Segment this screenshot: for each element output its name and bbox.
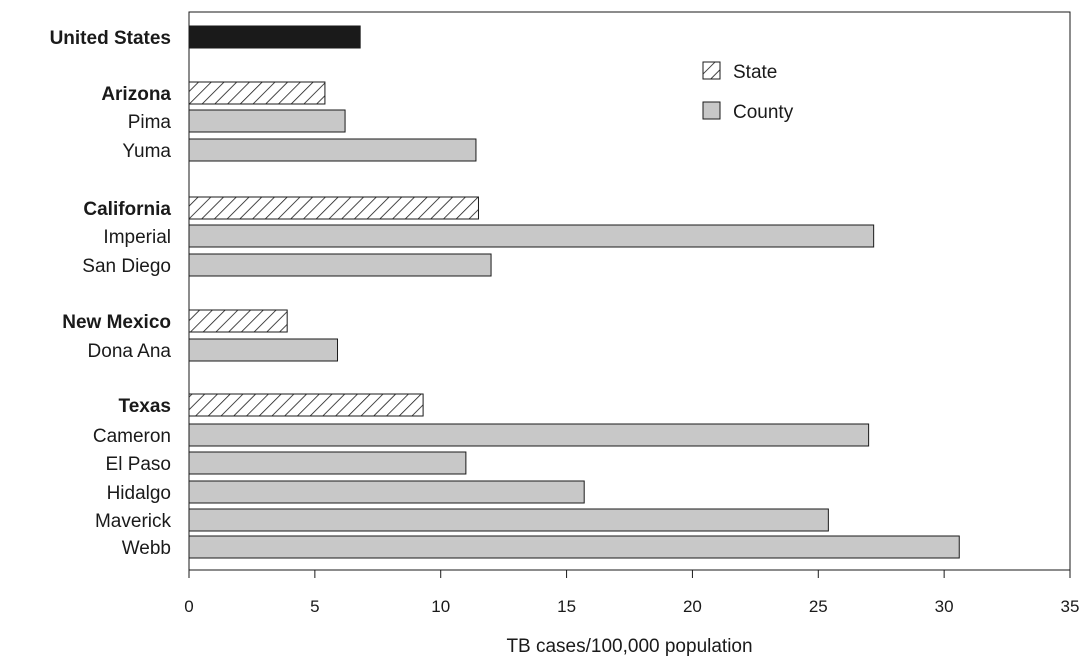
x-tick-label-10: 10 [431,597,450,616]
category-label-arizona: Arizona [101,84,171,105]
bar-new-mexico [188,309,288,333]
category-label-webb: Webb [122,538,171,559]
category-label-new-mexico: New Mexico [62,312,171,333]
x-tick-label-5: 5 [310,597,319,616]
legend-swatch-state [702,61,721,80]
x-tick-label-20: 20 [683,597,702,616]
category-label-yuma: Yuma [122,141,171,162]
legend-label-state: State [733,62,777,83]
bar-el-paso [188,451,467,475]
bar-san-diego [188,253,492,277]
x-axis-ticks: 0 5 10 15 20 25 30 35 [184,570,1079,616]
bar-california [188,196,479,220]
legend-swatch-county [702,101,721,120]
category-label-texas: Texas [119,396,171,417]
category-label-pima: Pima [128,112,172,133]
bar-dona-ana [188,338,339,362]
bar-webb [188,535,960,559]
legend: State County [702,61,794,123]
category-label-united-states: United States [50,28,171,49]
bar-hidalgo [188,480,585,504]
category-label-el-paso: El Paso [106,454,171,475]
bar-arizona [188,81,326,105]
category-label-maverick: Maverick [95,511,172,532]
bar-imperial [188,224,875,248]
category-label-hidalgo: Hidalgo [107,483,171,504]
bar-united-states [188,25,361,49]
x-axis-label: TB cases/100,000 population [506,636,752,657]
category-label-san-diego: San Diego [82,256,171,277]
bar-cameron [188,423,870,447]
x-tick-label-15: 15 [557,597,576,616]
bar-texas [188,393,424,417]
legend-label-county: County [733,102,794,123]
category-label-imperial: Imperial [103,227,171,248]
category-label-cameron: Cameron [93,426,171,447]
x-tick-label-30: 30 [935,597,954,616]
x-tick-label-25: 25 [809,597,828,616]
x-tick-label-35: 35 [1061,597,1080,616]
bar-maverick [188,508,829,532]
bar-yuma [188,138,477,162]
category-labels: United States Arizona Pima Yuma California Im… [50,28,172,559]
plot-frame [188,11,1071,571]
category-label-california: California [83,199,171,220]
bar-pima [188,109,346,133]
bar-group [188,25,960,559]
x-tick-label-0: 0 [184,597,193,616]
category-label-dona-ana: Dona Ana [88,341,172,362]
